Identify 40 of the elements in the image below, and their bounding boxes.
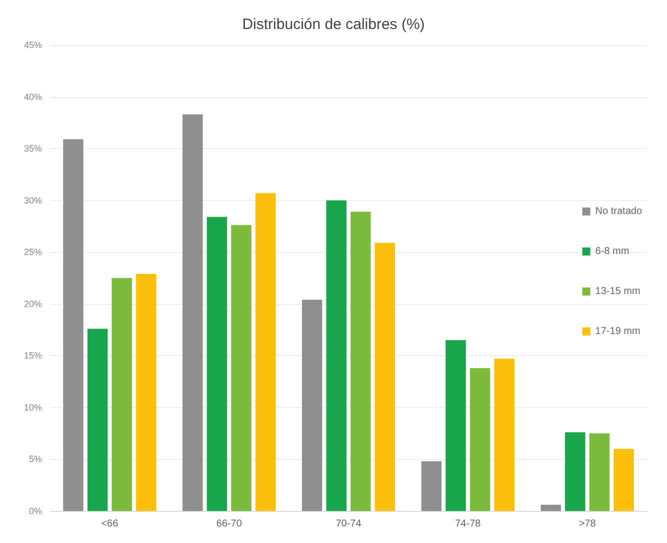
bar bbox=[470, 368, 490, 511]
bar bbox=[136, 274, 156, 511]
bar bbox=[326, 200, 346, 511]
bar bbox=[112, 278, 132, 511]
bar bbox=[540, 504, 561, 511]
x-tick-label: 74-78 bbox=[455, 518, 482, 530]
x-tick-label: <66 bbox=[101, 518, 119, 530]
bar bbox=[302, 300, 322, 511]
bar bbox=[565, 432, 586, 511]
bar bbox=[494, 358, 514, 511]
bar bbox=[255, 193, 276, 511]
bar bbox=[206, 216, 228, 511]
legend-label: No tratado bbox=[595, 206, 642, 217]
y-tick-label: 15% bbox=[24, 350, 42, 361]
y-tick-label: 30% bbox=[24, 195, 42, 206]
legend-label: 13-15 mm bbox=[595, 286, 640, 297]
y-tick-label: 0% bbox=[28, 506, 42, 516]
x-tick-label: 66-70 bbox=[216, 518, 242, 530]
y-tick-label: 5% bbox=[28, 454, 42, 464]
chart-title: Distribución de calibres (%) bbox=[242, 16, 425, 33]
legend-label: 17-19 mm bbox=[595, 326, 640, 337]
bar bbox=[589, 433, 610, 511]
bar bbox=[231, 225, 252, 511]
y-tick-label: 20% bbox=[24, 298, 42, 309]
bar bbox=[350, 212, 371, 511]
y-tick-label: 45% bbox=[24, 40, 42, 50]
bar bbox=[614, 448, 634, 511]
bar bbox=[421, 461, 442, 511]
bar bbox=[63, 139, 84, 511]
bar bbox=[87, 328, 108, 511]
x-tick-label: >78 bbox=[578, 518, 596, 530]
bar bbox=[446, 340, 466, 511]
legend-label: 6-8 mm bbox=[595, 246, 630, 257]
y-tick-label: 35% bbox=[24, 144, 42, 154]
bar bbox=[182, 114, 203, 511]
y-tick-label: 10% bbox=[24, 402, 42, 412]
y-tick-label: 25% bbox=[24, 247, 42, 258]
x-tick-label: 70-74 bbox=[336, 518, 362, 530]
y-tick-label: 40% bbox=[24, 92, 42, 102]
bar bbox=[374, 242, 396, 511]
